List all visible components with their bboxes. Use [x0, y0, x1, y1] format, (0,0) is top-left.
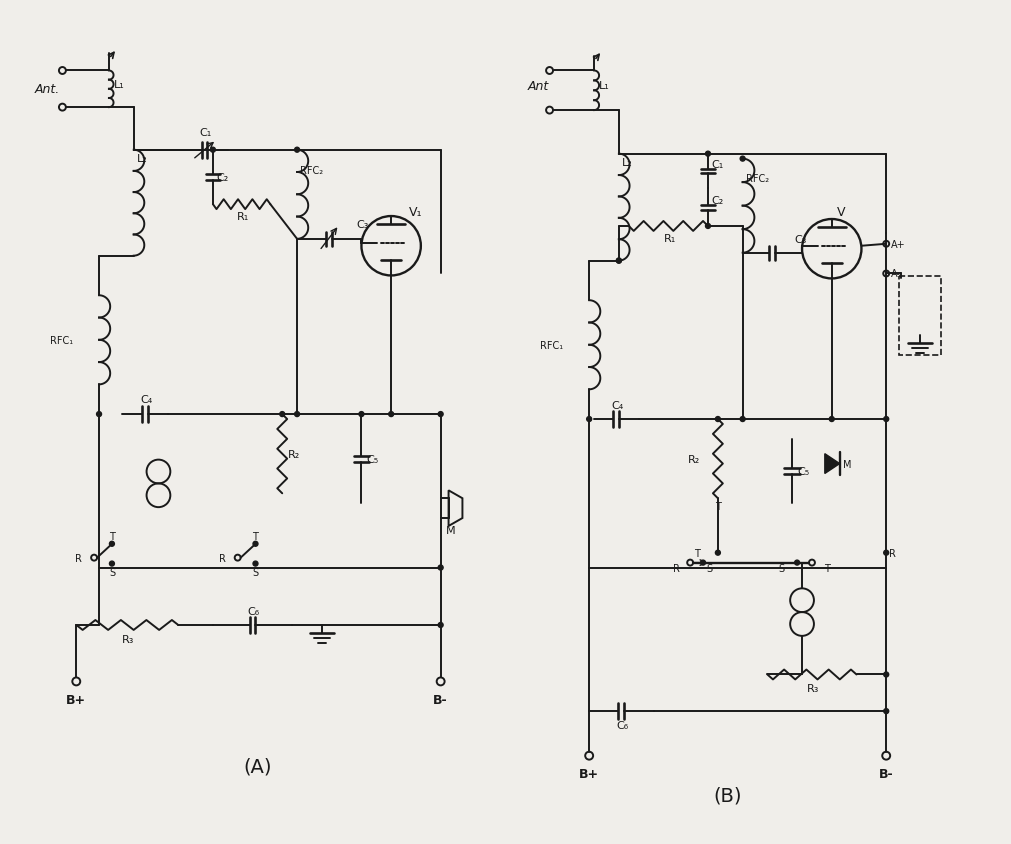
Circle shape — [586, 417, 591, 422]
Circle shape — [210, 148, 215, 153]
Circle shape — [109, 542, 114, 547]
Circle shape — [294, 412, 299, 417]
Circle shape — [884, 709, 889, 714]
Text: Ant.: Ant. — [34, 84, 60, 96]
Text: C₂: C₂ — [711, 196, 723, 206]
Text: RFC₁: RFC₁ — [50, 335, 73, 345]
Circle shape — [617, 259, 622, 264]
Text: R: R — [673, 563, 680, 573]
Text: R: R — [219, 553, 225, 563]
Text: R₃: R₃ — [122, 634, 134, 644]
Circle shape — [884, 672, 889, 677]
Circle shape — [294, 148, 299, 153]
Polygon shape — [825, 454, 840, 474]
Circle shape — [438, 412, 443, 417]
Text: S: S — [706, 563, 712, 573]
Text: L₂: L₂ — [622, 157, 633, 167]
Text: C₂: C₂ — [216, 173, 228, 183]
Text: RFC₂: RFC₂ — [745, 174, 768, 184]
Circle shape — [795, 560, 800, 565]
Circle shape — [359, 412, 364, 417]
Circle shape — [701, 560, 706, 565]
Text: L₁: L₁ — [114, 80, 124, 89]
Text: R: R — [76, 553, 82, 563]
Circle shape — [706, 152, 711, 157]
Text: C₄: C₄ — [612, 401, 624, 411]
Text: S: S — [778, 563, 785, 573]
Text: (A): (A) — [244, 756, 272, 775]
Text: R₃: R₃ — [807, 684, 819, 694]
Text: B+: B+ — [579, 767, 600, 780]
Text: A-: A- — [891, 269, 901, 279]
Circle shape — [740, 157, 745, 162]
Text: C₅: C₅ — [797, 467, 809, 477]
Text: R₂: R₂ — [687, 454, 700, 464]
Circle shape — [716, 417, 721, 422]
Text: M: M — [842, 459, 851, 469]
Circle shape — [438, 623, 443, 628]
Text: C₄: C₄ — [141, 395, 153, 405]
Text: C₃: C₃ — [357, 219, 369, 230]
Text: C₁: C₁ — [711, 160, 723, 170]
Text: R₁: R₁ — [663, 234, 675, 244]
Circle shape — [740, 417, 745, 422]
Text: R₂: R₂ — [288, 449, 300, 459]
Circle shape — [280, 412, 285, 417]
Text: C₃: C₃ — [794, 235, 807, 245]
Text: M: M — [446, 525, 455, 535]
Circle shape — [109, 561, 114, 566]
Text: C₁: C₁ — [199, 127, 211, 138]
Circle shape — [388, 412, 393, 417]
Text: Ant: Ant — [528, 79, 549, 93]
Text: (B): (B) — [714, 786, 742, 805]
Circle shape — [253, 561, 258, 566]
Text: R₁: R₁ — [237, 212, 249, 222]
Circle shape — [884, 550, 889, 555]
Text: C₆: C₆ — [248, 606, 260, 616]
Circle shape — [438, 565, 443, 571]
Text: RFC₂: RFC₂ — [300, 165, 324, 176]
Text: T: T — [715, 501, 721, 511]
Text: L₂: L₂ — [136, 154, 148, 164]
Text: R: R — [890, 548, 896, 558]
Text: T: T — [253, 531, 259, 541]
Circle shape — [97, 412, 101, 417]
Text: L₁: L₁ — [600, 81, 610, 91]
Text: C₆: C₆ — [617, 720, 629, 730]
Text: T: T — [824, 563, 830, 573]
Text: A+: A+ — [891, 240, 906, 250]
Text: T: T — [695, 548, 700, 558]
Text: V₁: V₁ — [409, 205, 423, 219]
Text: C₅: C₅ — [366, 454, 378, 464]
Circle shape — [617, 259, 622, 264]
Text: B-: B- — [434, 693, 448, 706]
Circle shape — [706, 225, 711, 230]
Text: T: T — [109, 531, 115, 541]
Circle shape — [884, 417, 889, 422]
Circle shape — [716, 550, 721, 555]
Text: S: S — [109, 567, 115, 576]
Text: B+: B+ — [66, 693, 86, 706]
Circle shape — [253, 542, 258, 547]
Text: V: V — [837, 205, 845, 219]
Text: RFC₁: RFC₁ — [540, 340, 563, 350]
Circle shape — [829, 417, 834, 422]
Text: S: S — [253, 567, 259, 576]
Text: B-: B- — [879, 767, 894, 780]
